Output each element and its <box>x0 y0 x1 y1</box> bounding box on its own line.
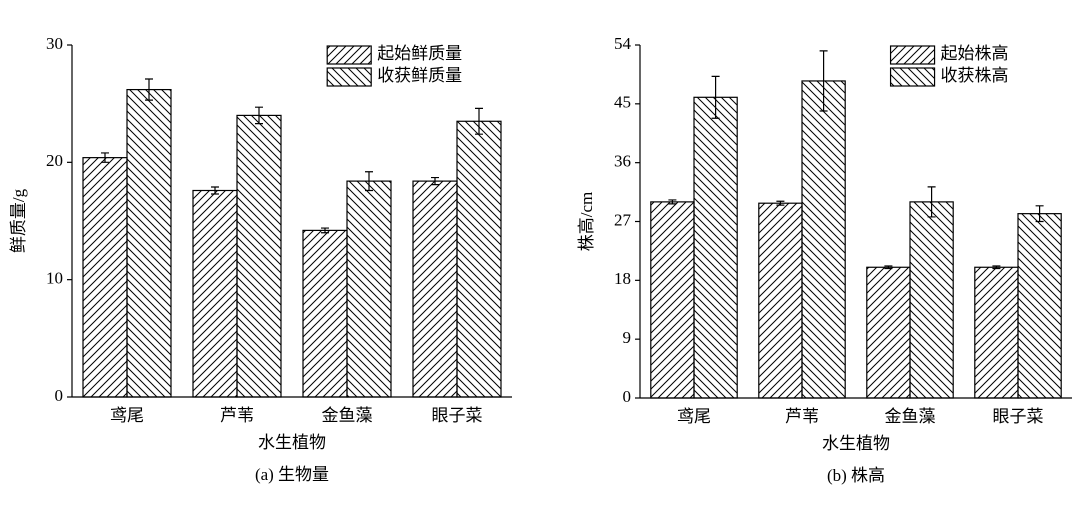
error-bar <box>145 78 153 101</box>
bar <box>192 189 238 398</box>
bar <box>866 266 911 399</box>
bar <box>693 96 738 399</box>
y-tick-label: 30 <box>46 34 63 53</box>
error-bar <box>321 227 329 234</box>
error-bar <box>884 265 893 270</box>
bar <box>1017 213 1062 399</box>
x-tick-label: 眼子菜 <box>432 406 483 425</box>
x-axis-title: 水生植物 <box>258 433 326 452</box>
legend-swatch <box>326 45 372 65</box>
error-bar <box>1035 205 1044 223</box>
y-axis-title: 株高/cm <box>577 192 596 252</box>
x-tick-label: 金鱼藻 <box>322 406 373 425</box>
x-tick-label: 芦苇 <box>220 406 254 425</box>
error-bar <box>211 186 219 195</box>
y-axis-title: 鲜质量/g <box>9 188 28 253</box>
legend-label: 收获鲜质量 <box>377 66 462 85</box>
caption: (b) 株高 <box>827 466 885 485</box>
y-tick-label: 36 <box>614 152 631 171</box>
y-tick-label: 27 <box>614 210 632 229</box>
x-tick-label: 眼子菜 <box>993 407 1044 426</box>
y-tick-label: 0 <box>55 386 64 405</box>
legend-label: 起始株高 <box>941 44 1009 63</box>
x-tick-label: 金鱼藻 <box>885 407 936 426</box>
bar <box>456 120 502 398</box>
legend-swatch <box>889 45 936 65</box>
bar <box>412 180 458 398</box>
y-tick-label: 18 <box>614 269 631 288</box>
bar <box>909 201 954 399</box>
error-bar <box>365 171 373 192</box>
error-bar <box>776 200 785 206</box>
bar <box>82 157 128 398</box>
error-bar <box>101 152 109 163</box>
error-bar <box>819 50 828 112</box>
y-tick-label: 54 <box>614 34 632 53</box>
y-tick-label: 10 <box>46 269 63 288</box>
bar <box>126 88 172 398</box>
legend-label: 收获株高 <box>941 66 1009 85</box>
error-bar <box>711 75 720 119</box>
legend-swatch <box>889 67 936 87</box>
y-tick-label: 0 <box>623 387 632 406</box>
bar <box>758 202 803 399</box>
bar <box>346 180 392 398</box>
x-tick-label: 鸢尾 <box>110 406 144 425</box>
error-bar <box>255 106 263 125</box>
bar <box>236 114 282 398</box>
x-tick-label: 芦苇 <box>785 407 819 426</box>
bar <box>650 201 695 399</box>
bar <box>974 266 1019 399</box>
error-bar <box>475 107 483 135</box>
y-tick-label: 20 <box>46 151 63 170</box>
error-bar <box>927 186 936 218</box>
x-tick-label: 鸢尾 <box>677 407 711 426</box>
y-tick-label: 45 <box>614 93 631 112</box>
caption: (a) 生物量 <box>255 465 329 484</box>
error-bar <box>992 265 1001 270</box>
error-bar <box>431 176 439 186</box>
x-axis-title: 水生植物 <box>822 434 890 453</box>
error-bar <box>668 199 677 205</box>
y-tick-label: 9 <box>623 328 632 347</box>
bar <box>801 80 846 399</box>
legend-swatch <box>326 67 372 87</box>
bar <box>302 229 348 398</box>
legend-label: 起始鲜质量 <box>377 44 462 63</box>
